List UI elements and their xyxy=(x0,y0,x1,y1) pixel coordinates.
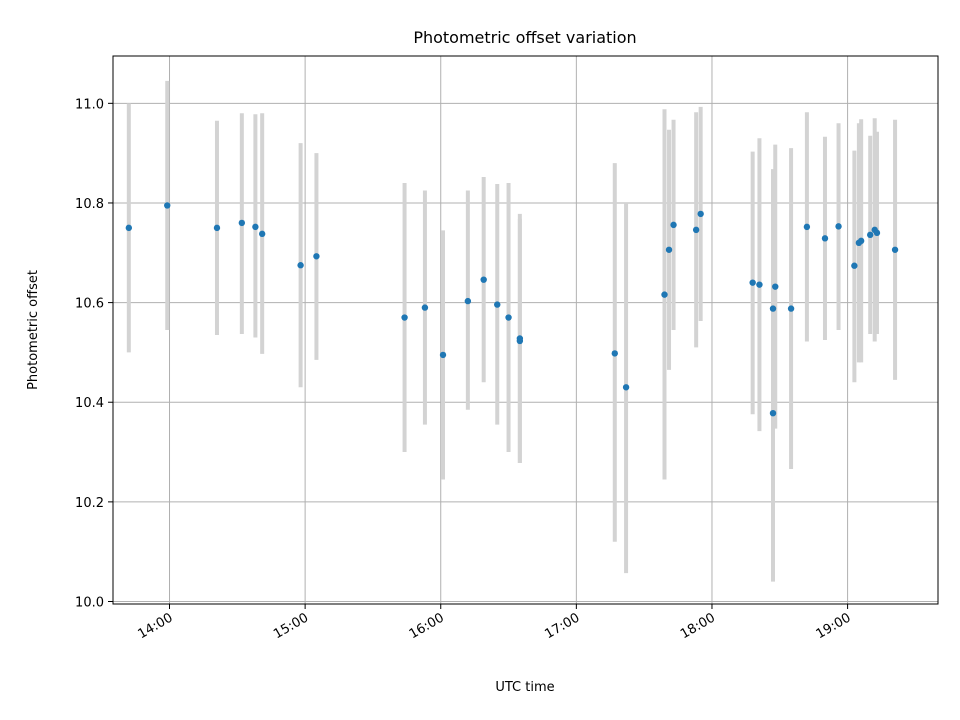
data-point xyxy=(252,223,259,231)
data-point xyxy=(464,297,472,305)
y-axis-label: Photometric offset xyxy=(26,270,41,390)
y-axis: 10.0 10.2 10.4 10.6 10.8 11.0 xyxy=(75,97,113,611)
data-point xyxy=(821,235,829,242)
data-point xyxy=(439,351,447,359)
grid xyxy=(113,56,938,604)
data-point xyxy=(769,305,777,312)
data-point xyxy=(421,304,429,311)
data-point xyxy=(401,314,408,321)
data-point xyxy=(661,291,668,298)
data-point xyxy=(749,279,756,286)
y-tick-label: 10.4 xyxy=(75,396,104,411)
data-point xyxy=(769,409,777,417)
data-point xyxy=(622,384,630,391)
data-point xyxy=(873,229,881,237)
data-point xyxy=(756,281,763,288)
data-point xyxy=(213,224,221,232)
data-point xyxy=(697,210,704,218)
data-point xyxy=(313,253,320,260)
data-point xyxy=(803,223,811,231)
y-tick-label: 10.0 xyxy=(75,596,104,611)
data-point xyxy=(516,337,524,345)
data-point xyxy=(851,262,858,269)
data-point xyxy=(866,231,874,239)
data-point xyxy=(164,202,171,209)
data-points xyxy=(125,202,899,417)
chart-title: Photometric offset variation xyxy=(413,28,636,47)
data-point xyxy=(480,276,487,283)
y-tick-label: 10.8 xyxy=(75,197,104,212)
data-point xyxy=(494,301,501,308)
data-point xyxy=(125,224,133,232)
data-point xyxy=(665,246,673,253)
data-point xyxy=(505,314,512,321)
data-point xyxy=(891,246,899,253)
data-point xyxy=(670,221,677,229)
data-point xyxy=(772,283,779,290)
plot-frame xyxy=(112,55,939,605)
y-tick-label: 10.6 xyxy=(75,297,104,312)
data-point xyxy=(835,223,842,230)
y-tick-label: 11.0 xyxy=(75,97,104,112)
data-point xyxy=(787,305,795,312)
data-point xyxy=(238,219,246,227)
y-tick-label: 10.2 xyxy=(75,496,104,511)
data-point xyxy=(692,226,700,234)
data-point xyxy=(857,237,865,245)
data-point xyxy=(258,230,266,238)
x-axis-label: UTC time xyxy=(495,680,554,695)
data-point xyxy=(611,350,618,357)
data-point xyxy=(297,262,304,269)
